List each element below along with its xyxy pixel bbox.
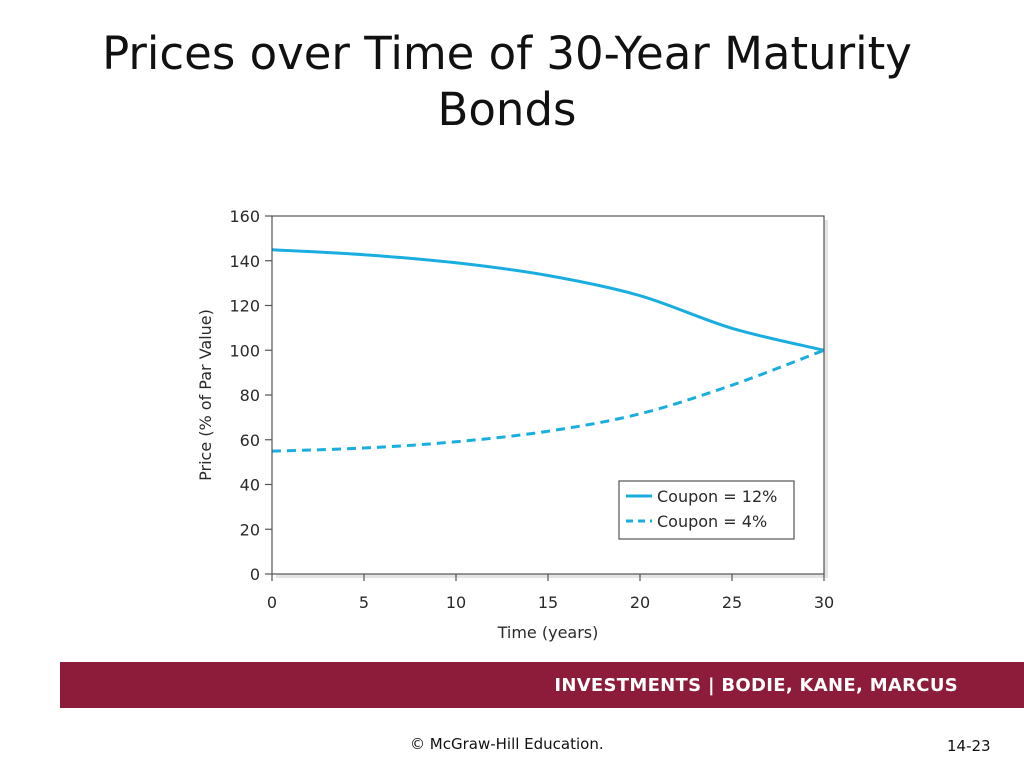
y-tick-label: 120 (229, 297, 260, 316)
x-tick-label: 20 (630, 593, 650, 612)
x-tick-label: 30 (814, 593, 834, 612)
y-tick-label: 140 (229, 252, 260, 271)
legend-label: Coupon = 12% (657, 487, 777, 506)
y-axis-label: Price (% of Par Value) (196, 309, 215, 481)
x-tick-label: 25 (722, 593, 742, 612)
y-tick-label: 0 (250, 565, 260, 584)
legend-label: Coupon = 4% (657, 512, 767, 531)
footer-text: INVESTMENTS | BODIE, KANE, MARCUS (554, 675, 958, 696)
y-tick-label: 100 (229, 341, 260, 360)
y-tick-label: 80 (240, 386, 260, 405)
x-tick-label: 5 (359, 593, 369, 612)
y-tick-label: 20 (240, 520, 260, 539)
y-tick-label: 160 (229, 207, 260, 226)
page-number: 14-23 (947, 737, 991, 755)
x-tick-label: 10 (446, 593, 466, 612)
y-tick-label: 60 (240, 431, 260, 450)
x-tick-label: 15 (538, 593, 558, 612)
legend: Coupon = 12% Coupon = 4% (619, 481, 794, 539)
bond-price-chart: 0 20 40 60 80 100 120 140 160 0 5 10 15 20 25 30 Time … (0, 0, 1024, 660)
footer-bar: INVESTMENTS | BODIE, KANE, MARCUS (60, 662, 1024, 708)
x-tick-label: 0 (267, 593, 277, 612)
copyright-text: © McGraw-Hill Education. (410, 735, 604, 753)
x-axis-label: Time (years) (497, 623, 599, 642)
y-tick-label: 40 (240, 476, 260, 495)
y-axis-ticks: 0 20 40 60 80 100 120 140 160 (229, 207, 272, 584)
x-axis-ticks: 0 5 10 15 20 25 30 (267, 574, 834, 612)
